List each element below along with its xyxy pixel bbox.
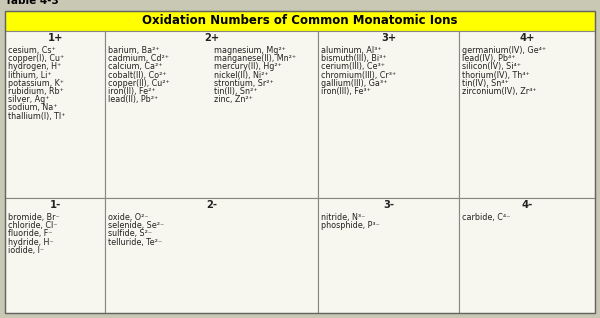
- Bar: [318, 31, 460, 198]
- Text: germanium(IV), Ge⁴⁺: germanium(IV), Ge⁴⁺: [463, 46, 547, 55]
- Text: fluoride, F⁻: fluoride, F⁻: [8, 229, 53, 238]
- Text: silicon(IV), Si⁴⁺: silicon(IV), Si⁴⁺: [463, 62, 521, 72]
- Text: cobalt(II), Co²⁺: cobalt(II), Co²⁺: [109, 71, 167, 80]
- Text: strontium, Sr²⁺: strontium, Sr²⁺: [214, 79, 273, 88]
- Text: oxide, O²⁻: oxide, O²⁻: [109, 213, 149, 222]
- Text: sulfide, S²⁻: sulfide, S²⁻: [109, 229, 152, 238]
- Text: cadmium, Cd²⁺: cadmium, Cd²⁺: [109, 54, 169, 63]
- Text: potassium, K⁺: potassium, K⁺: [8, 79, 64, 88]
- Text: copper(II), Cu²⁺: copper(II), Cu²⁺: [109, 79, 170, 88]
- Text: gallium(III), Ga³⁺: gallium(III), Ga³⁺: [321, 79, 387, 88]
- Text: 2+: 2+: [204, 33, 219, 43]
- Text: zirconium(IV), Zr⁴⁺: zirconium(IV), Zr⁴⁺: [463, 87, 537, 96]
- Text: nitride, N³⁻: nitride, N³⁻: [321, 213, 365, 222]
- Text: Table 4-3: Table 4-3: [5, 0, 59, 6]
- Bar: [5, 31, 106, 198]
- Text: lead(IV), Pb⁴⁺: lead(IV), Pb⁴⁺: [463, 54, 516, 63]
- Text: tin(II), Sn²⁺: tin(II), Sn²⁺: [214, 87, 257, 96]
- Text: barium, Ba²⁺: barium, Ba²⁺: [109, 46, 160, 55]
- Text: 1+: 1+: [47, 33, 63, 43]
- Bar: [460, 198, 595, 313]
- Text: copper(I), Cu⁺: copper(I), Cu⁺: [8, 54, 64, 63]
- Text: 3-: 3-: [383, 200, 394, 210]
- Text: thallium(I), Tl⁺: thallium(I), Tl⁺: [8, 112, 65, 121]
- Text: phosphide, P³⁻: phosphide, P³⁻: [321, 221, 380, 230]
- Bar: [106, 198, 318, 313]
- Text: telluride, Te²⁻: telluride, Te²⁻: [109, 238, 163, 246]
- Bar: [5, 198, 106, 313]
- Text: tin(IV), Sn⁴⁺: tin(IV), Sn⁴⁺: [463, 79, 509, 88]
- Text: hydride, H⁻: hydride, H⁻: [8, 238, 53, 246]
- Text: magnesium, Mg²⁺: magnesium, Mg²⁺: [214, 46, 286, 55]
- Text: iron(II), Fe²⁺: iron(II), Fe²⁺: [109, 87, 156, 96]
- Text: thorium(IV), Th⁴⁺: thorium(IV), Th⁴⁺: [463, 71, 530, 80]
- Text: 1-: 1-: [50, 200, 61, 210]
- Bar: [5, 11, 595, 31]
- Text: lead(II), Pb²⁺: lead(II), Pb²⁺: [109, 95, 158, 104]
- Text: mercury(II), Hg²⁺: mercury(II), Hg²⁺: [214, 62, 281, 72]
- Text: manganese(II), Mn²⁺: manganese(II), Mn²⁺: [214, 54, 296, 63]
- Text: chloride, Cl⁻: chloride, Cl⁻: [8, 221, 58, 230]
- Text: sodium, Na⁺: sodium, Na⁺: [8, 103, 58, 112]
- Text: carbide, C⁴⁻: carbide, C⁴⁻: [463, 213, 511, 222]
- Text: 4+: 4+: [520, 33, 535, 43]
- Text: calcium, Ca²⁺: calcium, Ca²⁺: [109, 62, 163, 72]
- Text: rubidium, Rb⁺: rubidium, Rb⁺: [8, 87, 64, 96]
- Text: 4-: 4-: [521, 200, 533, 210]
- Text: Oxidation Numbers of Common Monatomic Ions: Oxidation Numbers of Common Monatomic Io…: [142, 15, 458, 27]
- Text: lithium, Li⁺: lithium, Li⁺: [8, 71, 52, 80]
- Text: iodide, I⁻: iodide, I⁻: [8, 246, 44, 255]
- Text: hydrogen, H⁺: hydrogen, H⁺: [8, 62, 61, 72]
- Text: cerium(III), Ce³⁺: cerium(III), Ce³⁺: [321, 62, 385, 72]
- Text: 2-: 2-: [206, 200, 217, 210]
- Text: nickel(II), Ni²⁺: nickel(II), Ni²⁺: [214, 71, 268, 80]
- Text: selenide, Se²⁻: selenide, Se²⁻: [109, 221, 164, 230]
- Text: aluminum, Al³⁺: aluminum, Al³⁺: [321, 46, 382, 55]
- Bar: [106, 31, 318, 198]
- Text: silver, Ag⁺: silver, Ag⁺: [8, 95, 49, 104]
- Text: bromide, Br⁻: bromide, Br⁻: [8, 213, 60, 222]
- Text: chromium(III), Cr³⁺: chromium(III), Cr³⁺: [321, 71, 396, 80]
- Text: iron(III), Fe³⁺: iron(III), Fe³⁺: [321, 87, 371, 96]
- Bar: [460, 31, 595, 198]
- Text: bismuth(III), Bi³⁺: bismuth(III), Bi³⁺: [321, 54, 386, 63]
- Text: cesium, Cs⁺: cesium, Cs⁺: [8, 46, 56, 55]
- Text: zinc, Zn²⁺: zinc, Zn²⁺: [214, 95, 253, 104]
- Bar: [318, 198, 460, 313]
- Text: 3+: 3+: [381, 33, 396, 43]
